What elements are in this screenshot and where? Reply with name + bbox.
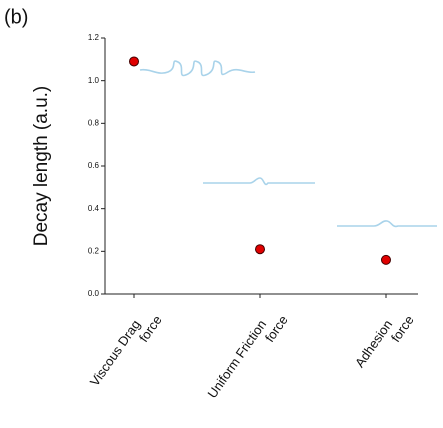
data-point (382, 255, 391, 264)
y-tick-label: 0.0 (88, 289, 100, 298)
y-tick-label: 0.2 (88, 246, 100, 255)
wave-illustration (203, 178, 315, 184)
wave-illustration (140, 61, 255, 75)
x-tick-label: force (388, 313, 417, 345)
y-tick-label: 1.0 (88, 76, 100, 85)
x-tick-label: Uniform Friction (204, 317, 269, 401)
y-axis-label: Decay length (a.u.) (31, 86, 52, 247)
data-point (130, 57, 139, 66)
x-tick-label: Viscous Drag (87, 317, 143, 389)
chart: (b) Decay length (a.u.) 0.0 0.2 0.4 0.6 0.8 1… (0, 0, 443, 428)
x-tick-label: force (136, 313, 165, 345)
data-point (256, 245, 265, 254)
panel-label: (b) (4, 6, 28, 28)
y-tick-label: 1.2 (88, 33, 100, 42)
x-tick-label: Adhesion (352, 317, 395, 370)
y-tick-label: 0.8 (88, 118, 100, 127)
x-tick-label: force (262, 313, 291, 345)
y-tick-label: 0.6 (88, 161, 100, 170)
y-tick-label: 0.4 (88, 204, 100, 213)
wave-illustration (337, 221, 437, 227)
